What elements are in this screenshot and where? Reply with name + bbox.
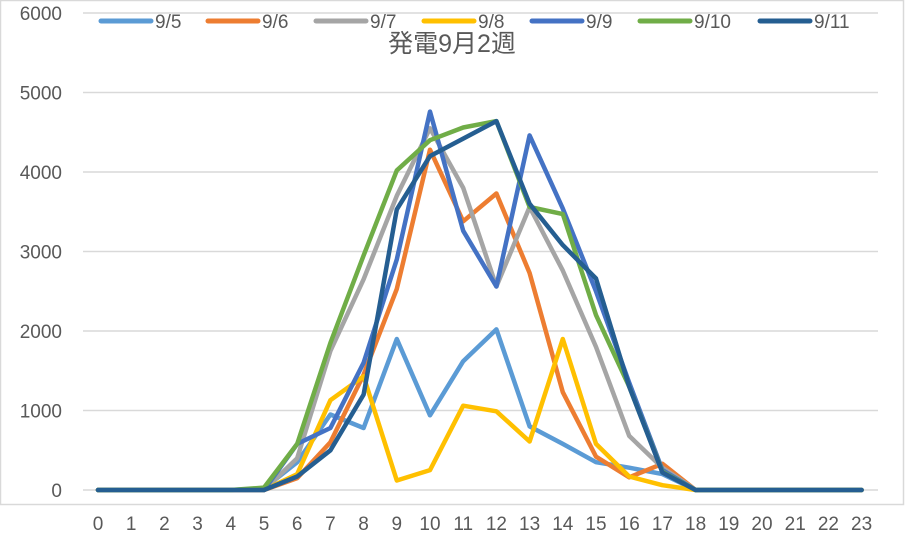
legend-item-9-9: 9/9 [529, 12, 612, 33]
x-tick-label: 8 [358, 514, 369, 535]
x-tick-label: 5 [259, 514, 270, 535]
legend-label: 9/5 [155, 12, 181, 33]
series-lines [95, 109, 864, 493]
y-tick-label: 3000 [20, 243, 62, 264]
x-tick-label: 1 [126, 514, 137, 535]
x-tick-label: 21 [785, 514, 806, 535]
legend-label: 9/7 [370, 12, 396, 33]
y-tick-label: 5000 [20, 84, 62, 105]
x-tick-label: 15 [585, 514, 606, 535]
x-tick-label: 17 [652, 514, 673, 535]
legend-item-9-11: 9/11 [757, 12, 850, 33]
legend-item-9-10: 9/10 [637, 12, 731, 33]
x-tick-label: 10 [419, 514, 440, 535]
legend-label: 9/8 [478, 12, 504, 33]
legend-label: 9/6 [262, 12, 288, 33]
x-tick-label: 12 [486, 514, 507, 535]
y-tick-label: 6000 [20, 4, 62, 25]
y-tick-label: 1000 [20, 402, 62, 423]
legend-label: 9/11 [814, 12, 850, 33]
x-tick-label: 18 [685, 514, 706, 535]
x-axis-ticks: 0 1 2 3 4 5 6 7 8 9 10 11 12 13 14 15 16 17 18 19 20 21 22 23 [93, 514, 872, 535]
y-tick-label: 4000 [20, 163, 62, 184]
x-tick-label: 19 [718, 514, 739, 535]
x-tick-label: 23 [851, 514, 872, 535]
y-tick-label: 2000 [20, 322, 62, 343]
x-tick-label: 3 [192, 514, 203, 535]
legend-item-9-6: 9/6 [205, 12, 288, 33]
x-tick-label: 20 [751, 514, 772, 535]
x-tick-label: 16 [619, 514, 640, 535]
legend-label: 9/10 [694, 12, 731, 33]
chart-title: 発電9月2週 [388, 30, 516, 58]
x-tick-label: 0 [93, 514, 104, 535]
x-tick-label: 2 [159, 514, 170, 535]
x-tick-label: 6 [292, 514, 303, 535]
y-tick-label: 0 [51, 481, 62, 502]
x-tick-label: 14 [552, 514, 574, 535]
x-tick-label: 22 [818, 514, 839, 535]
legend: 9/5 9/6 9/7 9/8 9/9 9/10 9/11 [98, 12, 850, 33]
x-tick-label: 7 [325, 514, 336, 535]
x-tick-label: 4 [226, 514, 237, 535]
x-tick-label: 13 [519, 514, 540, 535]
y-axis-ticks: 0 1000 2000 3000 4000 5000 6000 [20, 4, 62, 502]
series-line-9-11 [95, 118, 864, 493]
chart-border [0, 0, 905, 506]
legend-item-9-5: 9/5 [98, 12, 181, 33]
legend-item-9-8: 9/8 [421, 12, 504, 33]
x-tick-label: 9 [392, 514, 403, 535]
legend-label: 9/9 [586, 12, 612, 33]
legend-item-9-7: 9/7 [313, 12, 396, 33]
x-tick-label: 11 [453, 514, 473, 535]
